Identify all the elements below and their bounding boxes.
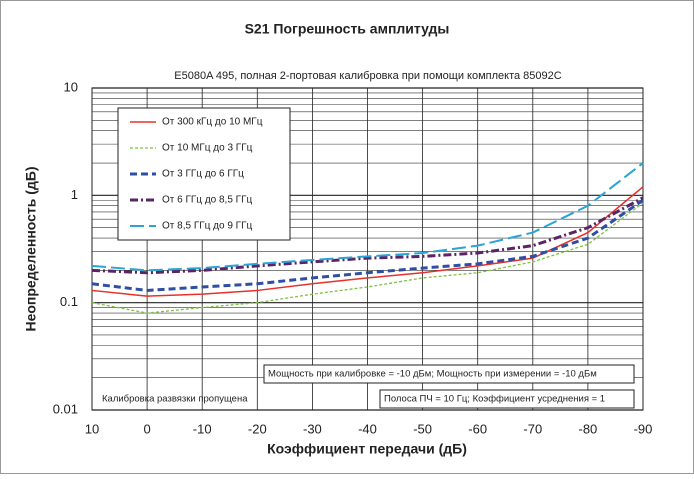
x-tick-label: -40 bbox=[358, 421, 377, 436]
series-line bbox=[91, 202, 644, 314]
x-tick-label: 0 bbox=[143, 421, 150, 436]
legend-label: От 10 МГц до 3 ГГц bbox=[162, 143, 253, 154]
legend-label: От 300 кГц до 10 МГц bbox=[162, 117, 263, 128]
x-tick-label: -20 bbox=[248, 421, 267, 436]
annotation: Мощность при калибровке = -10 дБм; Мощно… bbox=[268, 369, 597, 380]
series-line bbox=[91, 162, 644, 272]
chart-title: S21 Погрешность амплитуды bbox=[245, 21, 450, 37]
x-axis-label: Коэффициент передачи (дБ) bbox=[267, 441, 467, 457]
x-tick-label: -70 bbox=[523, 421, 542, 436]
x-tick-label: -80 bbox=[579, 421, 598, 436]
x-tick-label: -50 bbox=[413, 421, 432, 436]
annotation-box bbox=[379, 389, 635, 409]
series-line bbox=[91, 196, 644, 275]
x-tick-label: -90 bbox=[634, 421, 653, 436]
y-tick-label: 1 bbox=[71, 187, 78, 202]
legend-label: От 6 ГГц до 8,5 ГГц bbox=[162, 195, 252, 206]
series-line bbox=[91, 199, 644, 292]
annotation: Калибровка развязки пропущена bbox=[102, 394, 248, 405]
legend-label: От 3 ГГц до 6 ГГц bbox=[162, 169, 244, 180]
annotation: Полоса ПЧ = 10 Гц; Коэффициент усреднени… bbox=[384, 394, 605, 405]
y-axis-label: Неопределенность (дБ) bbox=[23, 166, 39, 331]
y-tick-label: 0.01 bbox=[53, 401, 78, 416]
chart-subtitle: E5080A 495, полная 2-портовая калибровка… bbox=[174, 70, 561, 82]
x-tick-label: 10 bbox=[85, 421, 99, 436]
y-tick-label: 10 bbox=[64, 79, 78, 94]
annotation-box bbox=[263, 364, 635, 384]
legend-label: От 8,5 ГГц до 9 ГГц bbox=[162, 221, 252, 232]
x-tick-label: -10 bbox=[193, 421, 212, 436]
x-tick-label: -30 bbox=[303, 421, 322, 436]
x-tick-label: -60 bbox=[468, 421, 487, 436]
y-tick-label: 0.1 bbox=[60, 294, 78, 309]
